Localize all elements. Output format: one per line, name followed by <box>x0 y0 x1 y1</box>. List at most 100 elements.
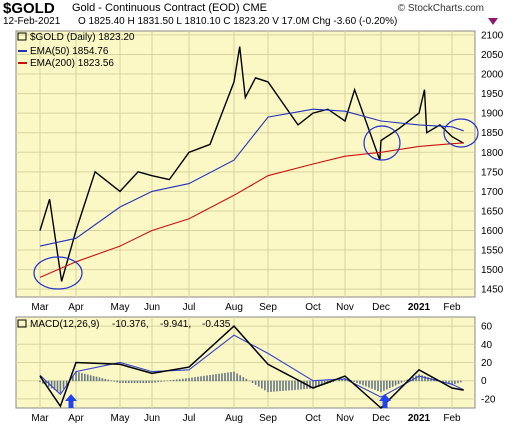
macd-histogram-bar <box>388 380 391 389</box>
macd-histogram-bar <box>335 380 338 382</box>
annotation-arrow <box>65 394 77 408</box>
x-tick-label: Oct <box>305 413 321 424</box>
macd-histogram-bar <box>460 380 462 383</box>
macd-histogram-bar <box>448 380 450 384</box>
macd-histogram-bar <box>107 379 110 382</box>
macd-histogram-bar <box>371 380 373 389</box>
macd-histogram-bar <box>89 375 92 382</box>
macd-histogram-bar <box>75 371 77 382</box>
macd-histogram-bar <box>270 380 272 392</box>
macd-histogram-bar <box>110 380 112 382</box>
price-panel-background <box>15 30 476 298</box>
macd-histogram-bar <box>391 380 394 387</box>
macd-histogram-bar <box>122 380 124 384</box>
x-tick-label: Nov <box>336 413 354 424</box>
macd-histogram-bar <box>92 375 95 382</box>
macd-histogram-bar <box>50 380 53 389</box>
macd-histogram-bar <box>415 375 417 382</box>
x-tick-label: Feb <box>443 413 461 424</box>
macd-histogram-bar <box>182 378 184 382</box>
x-tick-label: 2021 <box>408 302 431 313</box>
macd-histogram-bar <box>451 380 453 385</box>
price-tick-label: 1650 <box>481 206 504 217</box>
macd-histogram-bar <box>236 373 238 382</box>
macd-histogram-bar <box>323 380 326 385</box>
x-tick-label: Nov <box>336 302 354 313</box>
macd-histogram-bar <box>400 380 403 383</box>
macd-histogram-bar <box>320 380 323 386</box>
macd-histogram-bar <box>254 380 257 385</box>
macd-histogram-bar <box>151 380 153 384</box>
macd-histogram-bar <box>427 377 429 382</box>
macd-histogram-bar <box>163 380 166 382</box>
macd-histogram-bar <box>42 380 44 384</box>
macd-histogram-bar <box>291 380 293 391</box>
macd-histogram-bar <box>368 380 370 388</box>
macd-histogram-bar <box>191 377 193 382</box>
macd-histogram-bar <box>341 378 343 382</box>
macd-histogram-bar <box>424 376 426 382</box>
ema50-line <box>39 108 464 247</box>
x-tick-label: Dec <box>372 413 390 424</box>
ema200-legend: EMA(200) 1823.56 <box>30 58 114 69</box>
macd-histogram-bar <box>279 380 281 392</box>
price-tick-label: 2050 <box>481 50 504 61</box>
macd-histogram-bar <box>239 375 241 382</box>
macd-histogram-bar <box>297 380 299 390</box>
x-tick-label: Sep <box>259 413 277 424</box>
macd-histogram-bar <box>101 378 104 382</box>
x-tick-label: Aug <box>225 302 243 313</box>
annotation-circle <box>443 118 479 148</box>
x-tick-label: Oct <box>305 302 321 313</box>
macd-histogram-bar <box>288 380 290 391</box>
macd-histogram-bar <box>365 380 367 387</box>
annotation-circle <box>33 256 83 290</box>
macd-histogram-bar <box>221 373 223 382</box>
watermark: © StockCharts.com <box>397 3 484 14</box>
macd-histogram-bar <box>276 380 278 392</box>
macd-histogram-bar <box>261 380 263 389</box>
macd-histogram-bar <box>309 380 311 389</box>
macd-histogram-bar <box>86 374 89 382</box>
quote-date: 12-Feb-2021 <box>3 16 61 27</box>
macd-histogram-bar <box>148 380 150 384</box>
macd-histogram-bar <box>56 380 59 392</box>
macd-histogram-bar <box>166 380 169 382</box>
macd-histogram-bar <box>194 377 196 382</box>
macd-histogram-bar <box>215 374 217 382</box>
macd-histogram-bar <box>251 380 254 384</box>
annotation-arrow <box>379 394 391 408</box>
macd-histogram-bar <box>62 380 65 389</box>
macd-histogram-bar <box>224 372 226 382</box>
macd-legend-value: -10.376, <box>112 319 149 330</box>
macd-legend-label: MACD(12,26,9) <box>30 319 99 330</box>
x-tick-label: Apr <box>68 302 84 313</box>
macd-histogram-bar <box>130 380 133 384</box>
macd-histogram-bar <box>264 380 266 391</box>
macd-histogram-bar <box>397 380 400 385</box>
macd-histogram-bar <box>84 373 86 382</box>
macd-histogram-bar <box>394 380 397 386</box>
menu-triangle-icon[interactable] <box>488 18 498 25</box>
x-tick-label: 2021 <box>408 413 431 424</box>
ohlc-readout: O 1825.40 H 1831.50 L 1810.10 C 1823.20 … <box>78 16 398 27</box>
x-tick-label: Sep <box>259 302 277 313</box>
macd-histogram-bar <box>145 380 147 384</box>
macd-line <box>39 325 464 410</box>
signal-legend-value: -9.941, <box>160 319 191 330</box>
macd-tick-label: -20 <box>481 394 496 405</box>
macd-histogram-bar <box>285 380 287 391</box>
macd-histogram-bar <box>282 380 284 391</box>
x-tick-label: May <box>111 413 130 424</box>
ema50-legend: EMA(50) 1854.76 <box>30 46 109 57</box>
macd-histogram-bar <box>169 380 172 382</box>
x-tick-label: Jun <box>144 302 160 313</box>
macd-histogram-bar <box>445 380 447 384</box>
macd-histogram-bar <box>72 375 74 382</box>
x-tick-label: Jul <box>183 302 196 313</box>
macd-histogram-bar <box>318 380 320 387</box>
macd-histogram-bar <box>418 374 420 382</box>
x-tick-label: May <box>111 302 130 313</box>
macd-histogram-bar <box>267 380 269 393</box>
macd-histogram-bar <box>203 375 205 382</box>
